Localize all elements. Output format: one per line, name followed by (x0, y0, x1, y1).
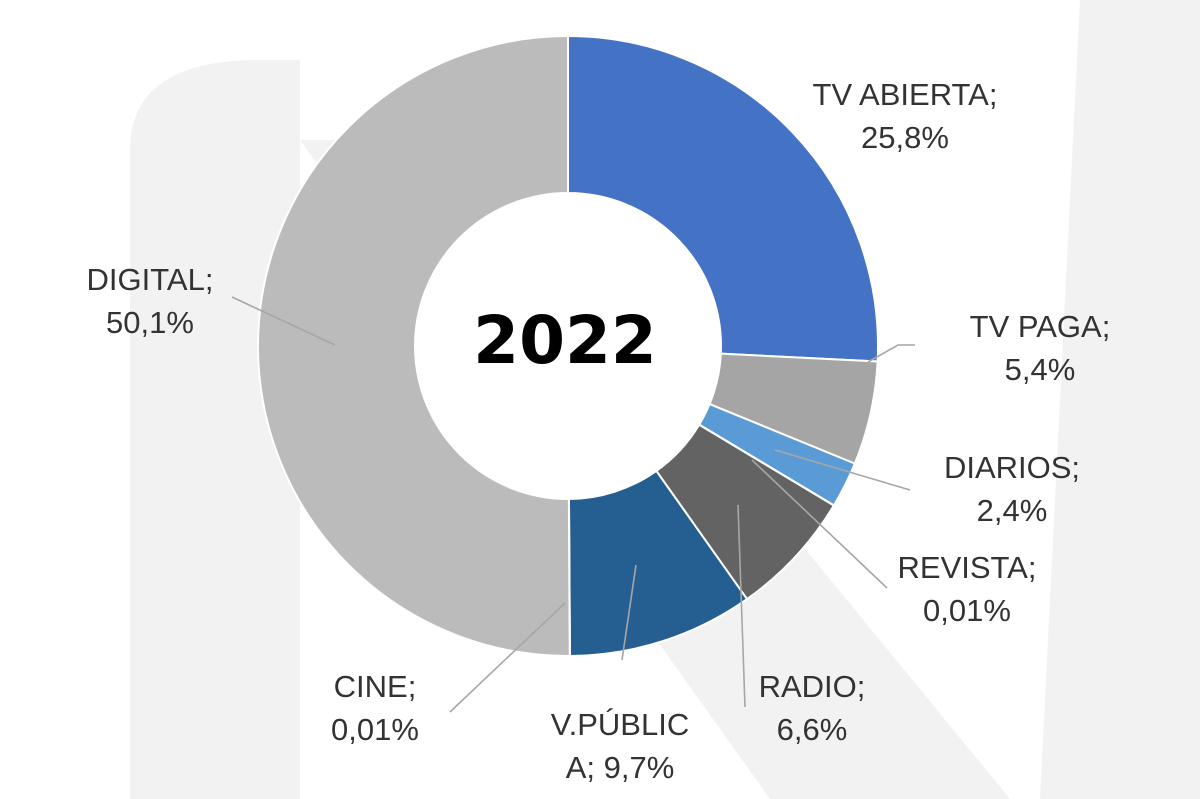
slice-label-value: 0,01% (331, 712, 419, 747)
watermark-left-stroke (130, 60, 300, 799)
leader-line-group (231, 296, 915, 713)
slice-label-name: DIGITAL; (87, 262, 214, 297)
slice-label: REVISTA; 0,01% (898, 550, 1037, 628)
slice-label-name: DIARIOS; (944, 450, 1080, 485)
slice-label-value: 2,4% (977, 493, 1048, 528)
slice-label-value: 50,1% (106, 305, 194, 340)
slice-label: TV ABIERTA; 25,8% (813, 77, 998, 155)
slice-label-value: 25,8% (861, 120, 949, 155)
slice-label: V.PÚBLIC A; 9,7% (551, 707, 689, 785)
slice-label: RADIO; 6,6% (759, 669, 866, 747)
slice-group (257, 34, 879, 658)
donut-hole (415, 193, 721, 499)
leader-line (751, 459, 888, 589)
slice-label: CINE; 0,01% (331, 669, 419, 747)
slice-label-value: 0,01% (923, 593, 1011, 628)
center-year-label: 2022 (473, 302, 657, 379)
watermark-right-stroke (1040, 0, 1200, 799)
leader-line (231, 296, 336, 346)
slice-label: DIARIOS; 2,4% (944, 450, 1080, 528)
leader-line (867, 344, 915, 363)
slice-label-name: RADIO; (759, 669, 866, 704)
leader-line (449, 602, 566, 713)
slice-label-name: REVISTA; (898, 550, 1037, 585)
slice-label-group: TV ABIERTA; 25,8% TV PAGA; 5,4% DIARIOS; 2,4%… (87, 77, 1111, 785)
slice-label: TV PAGA; 5,4% (970, 309, 1111, 387)
slice-label-value: A; 9,7% (566, 750, 675, 785)
slice-label-value: 5,4% (1005, 352, 1076, 387)
slice-label: DIGITAL; 50,1% (87, 262, 214, 340)
leader-line (774, 449, 911, 491)
slice-label-name: V.PÚBLIC (551, 707, 689, 742)
slice-label-value: 6,6% (777, 712, 848, 747)
leader-line (621, 564, 637, 661)
slice-label-name: TV PAGA; (970, 309, 1111, 344)
leader-line (737, 504, 746, 708)
slice-label-name: TV ABIERTA; (813, 77, 998, 112)
slice-label-name: CINE; (334, 669, 417, 704)
